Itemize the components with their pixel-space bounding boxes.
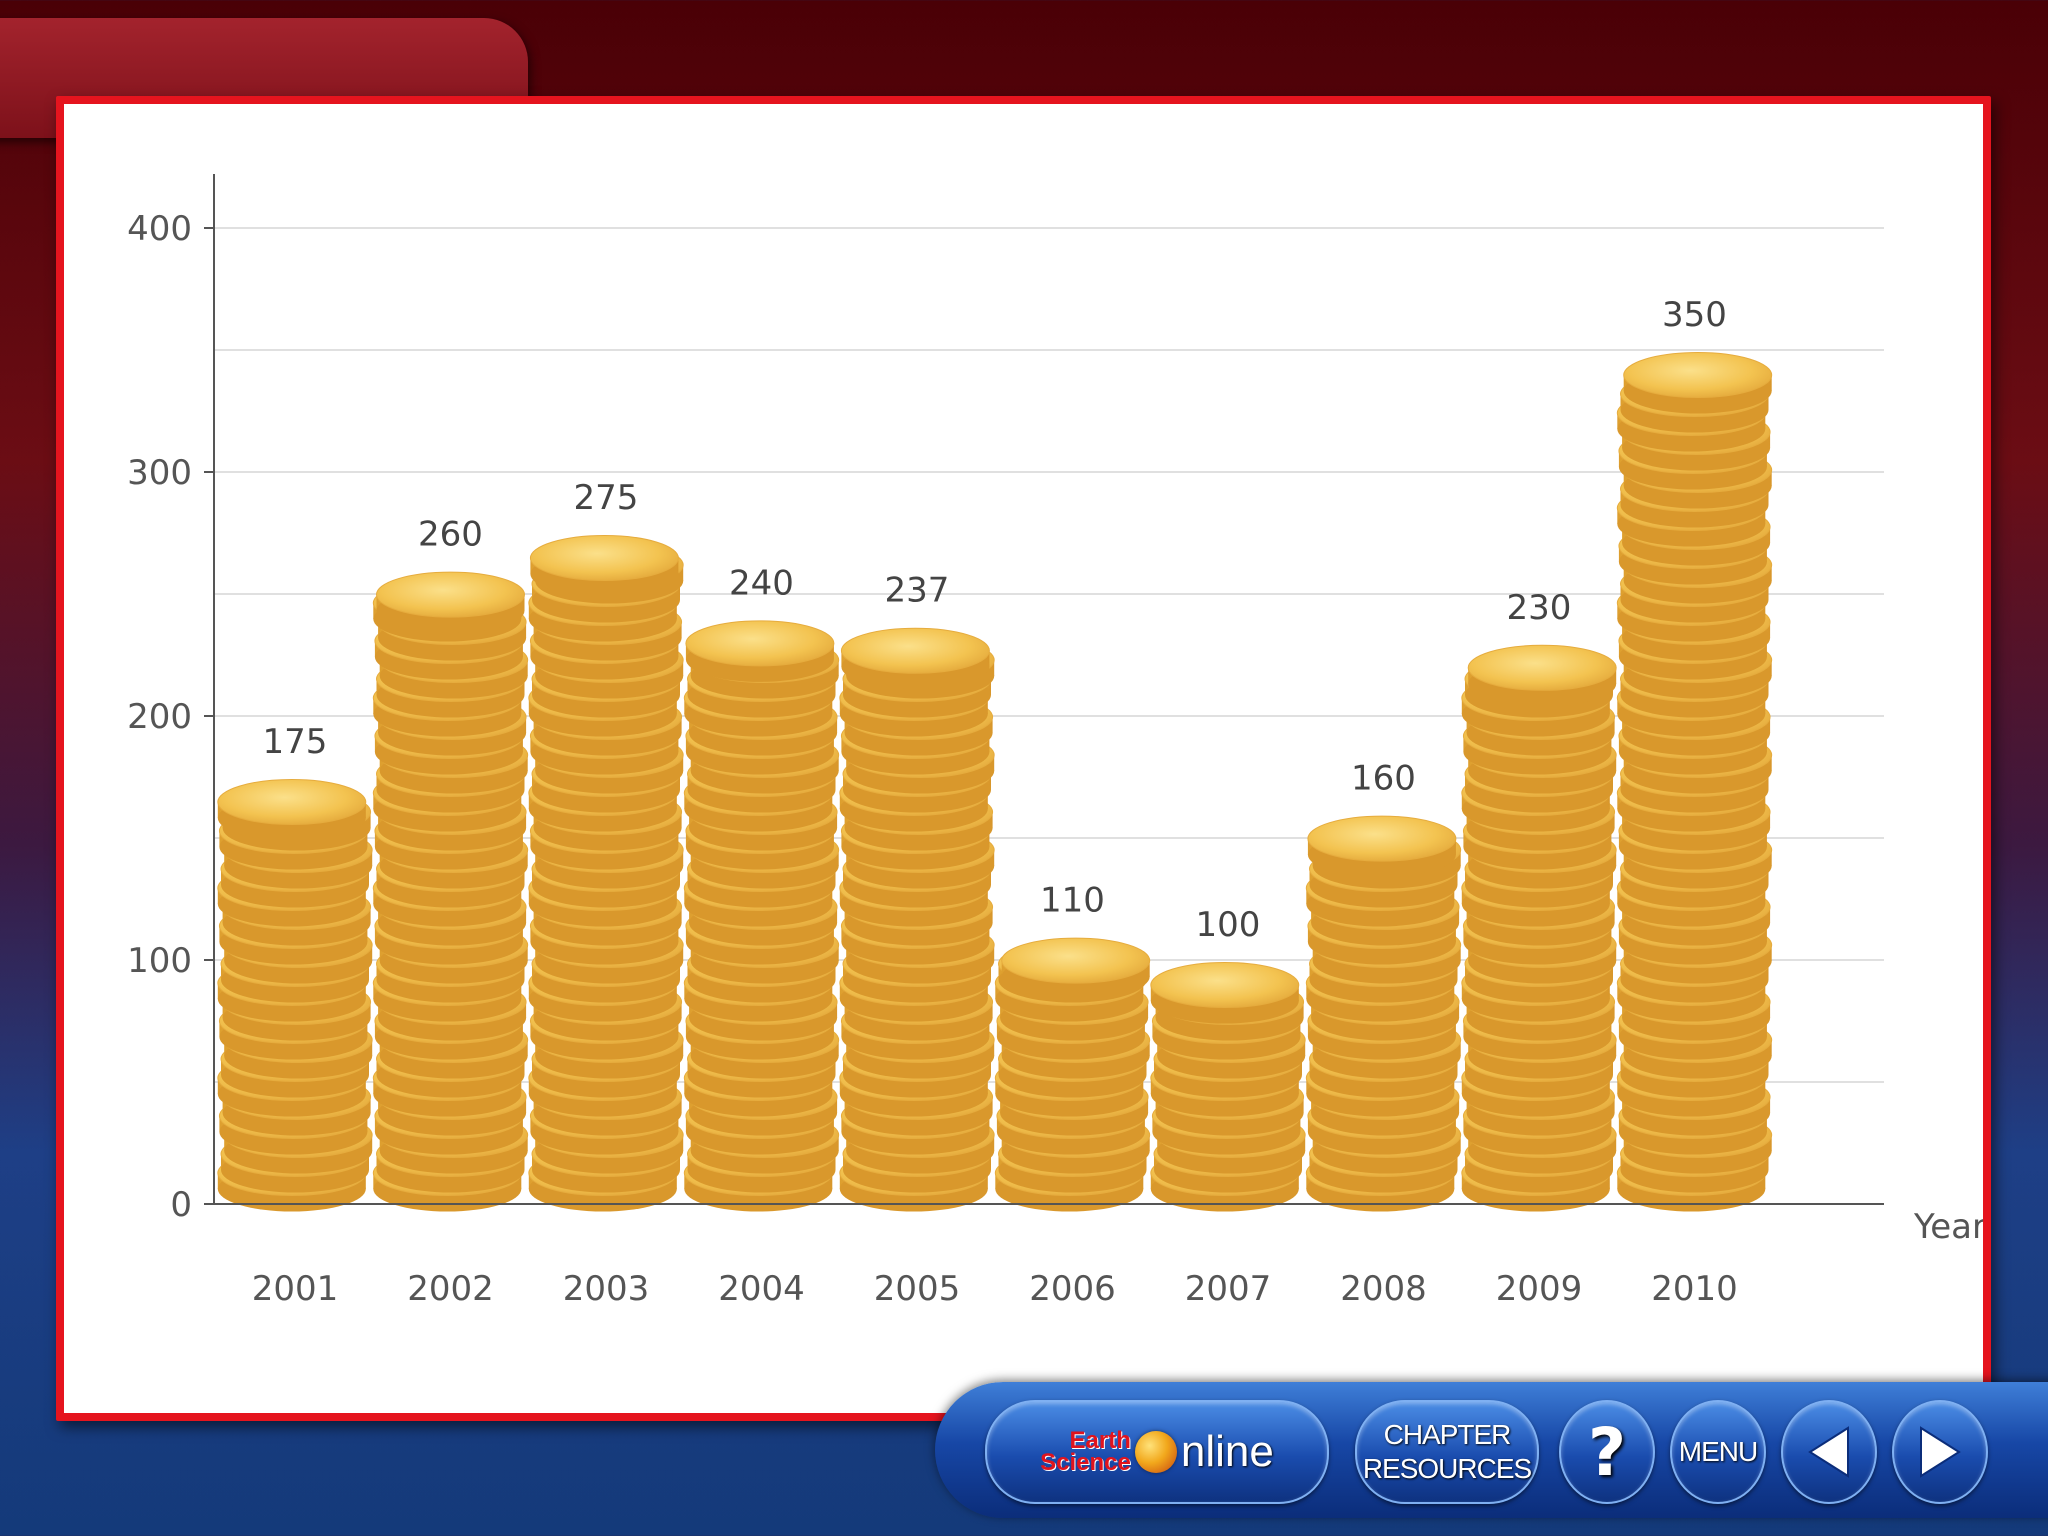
data-label: 275 — [574, 478, 639, 518]
chart-panel-inner: 0 100 200 300 400 175 2001 260 2002 275 2003 240 200… — [64, 104, 1983, 1413]
globe-icon — [1134, 1431, 1177, 1473]
bar-2002 — [372, 571, 529, 1212]
coin — [1150, 962, 1300, 1008]
help-button[interactable]: ? — [1559, 1400, 1655, 1504]
bar-2005 — [839, 627, 995, 1212]
coin — [1001, 937, 1151, 984]
coin — [1307, 815, 1457, 862]
x-tick-label: 2003 — [563, 1269, 650, 1309]
x-tick-label: 2008 — [1340, 1269, 1427, 1309]
coin — [217, 779, 367, 825]
y-tick-label: 400 — [127, 209, 192, 249]
earth-science-online-button[interactable]: Earth Science nline — [985, 1400, 1329, 1504]
x-tick-label: 2010 — [1651, 1269, 1738, 1309]
bars-layer — [217, 352, 1773, 1212]
y-tick-label: 200 — [127, 697, 192, 737]
coin — [840, 627, 990, 674]
coin — [685, 620, 835, 667]
bar-2007 — [1150, 962, 1306, 1212]
coin — [376, 571, 525, 618]
logo-online-text: nline — [1180, 1427, 1274, 1476]
bar-2004 — [683, 620, 840, 1212]
x-axis-title: Year — [1913, 1207, 1983, 1247]
x-tick-label: 2002 — [407, 1269, 494, 1309]
logo-earth-science: Earth Science — [1040, 1427, 1131, 1476]
data-label: 100 — [1196, 905, 1261, 945]
data-label: 110 — [1040, 881, 1105, 921]
coin-bar-chart: 0 100 200 300 400 175 2001 260 2002 275 2003 240 200… — [127, 174, 1983, 1309]
y-tick-label: 300 — [127, 453, 192, 493]
chapter-label: CHAPTER — [1383, 1419, 1512, 1450]
x-tick-label: 2007 — [1185, 1269, 1272, 1309]
resources-label: RESOURCES — [1362, 1453, 1532, 1484]
data-label: 350 — [1662, 295, 1727, 335]
coin — [1467, 644, 1617, 691]
x-tick-label: 2001 — [252, 1269, 339, 1309]
data-label: 240 — [729, 563, 794, 603]
bottom-navbar: Earth Science nline CHAPTER RESOURCES ? … — [935, 1382, 2048, 1518]
question-mark-icon: ? — [1587, 1413, 1627, 1491]
x-tick-label: 2004 — [718, 1269, 805, 1309]
triangle-right-icon — [1920, 1426, 1961, 1478]
logo-line-science: Science — [1040, 1449, 1131, 1476]
bar-2001 — [217, 779, 373, 1212]
triangle-left-icon — [1808, 1426, 1849, 1478]
next-button[interactable] — [1892, 1400, 1988, 1504]
coin — [529, 535, 679, 581]
coin — [1623, 352, 1773, 398]
x-tick-label: 2009 — [1496, 1269, 1583, 1309]
bar-2009 — [1461, 644, 1617, 1212]
bar-2003 — [528, 535, 684, 1212]
x-tick-label: 2006 — [1029, 1269, 1116, 1309]
bar-2010 — [1616, 352, 1773, 1212]
axis-layer — [204, 174, 1884, 1205]
data-label: 230 — [1507, 588, 1572, 628]
logo-line-earth: Earth — [1069, 1427, 1131, 1454]
data-label: 260 — [418, 515, 483, 555]
menu-button[interactable]: MENU — [1670, 1400, 1766, 1504]
menu-label: MENU — [1678, 1436, 1758, 1467]
data-label: 237 — [885, 571, 950, 611]
y-tick-label: 0 — [170, 1185, 192, 1225]
y-tick-label: 100 — [127, 941, 192, 981]
data-label: 160 — [1351, 759, 1416, 799]
data-label: 175 — [263, 722, 328, 762]
x-tick-label: 2005 — [874, 1269, 961, 1309]
bar-2006 — [994, 937, 1151, 1212]
bar-2008 — [1305, 815, 1462, 1212]
previous-button[interactable] — [1781, 1400, 1877, 1504]
chart-panel: 0 100 200 300 400 175 2001 260 2002 275 2003 240 200… — [56, 96, 1991, 1421]
labels-layer: 0 100 200 300 400 175 2001 260 2002 275 2003 240 200… — [127, 209, 1738, 1309]
chapter-resources-button[interactable]: CHAPTER RESOURCES — [1355, 1400, 1539, 1504]
